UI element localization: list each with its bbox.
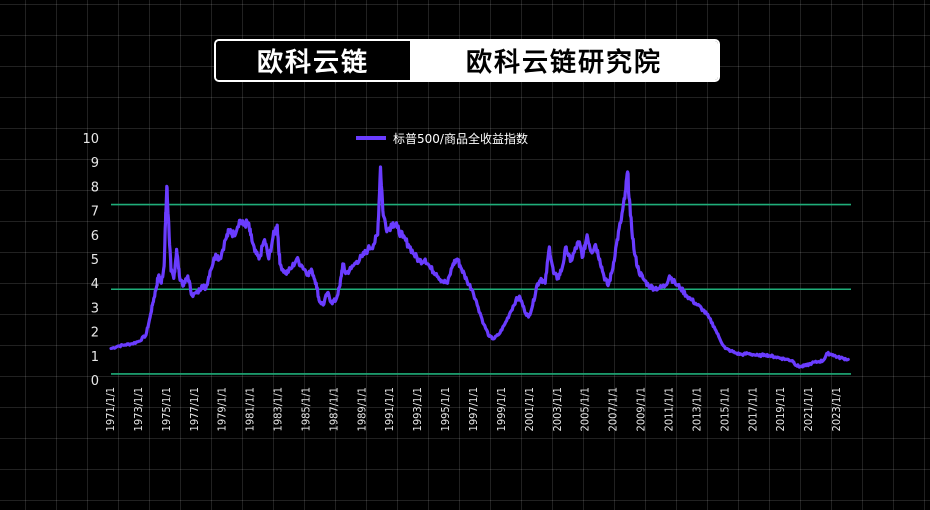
x-tick-label: 2009/1/1 [635,387,648,431]
x-tick-label: 2011/1/1 [662,387,675,431]
x-tick-label: 2015/1/1 [718,387,731,431]
y-tick-label: 9 [91,156,99,171]
x-tick-label: 1999/1/1 [495,387,508,431]
x-tick-label: 2023/1/1 [830,387,843,431]
x-tick-label: 2005/1/1 [579,387,592,431]
legend: 标普500/商品全收益指数 [356,131,528,146]
y-tick-label: 4 [91,277,99,292]
x-tick-label: 1991/1/1 [383,387,396,431]
legend-swatch [356,136,386,140]
x-tick-label: 1997/1/1 [467,387,480,431]
x-tick-label: 1979/1/1 [216,387,229,431]
x-tick-label: 1987/1/1 [327,387,340,431]
x-tick-label: 2017/1/1 [746,387,759,431]
institute-name: 欧科云链研究院 [410,41,718,80]
x-tick-label: 2021/1/1 [802,387,815,431]
y-tick-label: 1 [91,350,99,365]
x-tick-label: 2013/1/1 [690,387,703,431]
x-tick-label: 1995/1/1 [439,387,452,431]
x-tick-label: 1993/1/1 [411,387,424,431]
brand-name: 欧科云链 [216,41,410,80]
y-tick-label: 2 [91,326,99,341]
x-tick-label: 2007/1/1 [607,387,620,431]
x-tick-label: 1971/1/1 [104,387,117,431]
y-tick-label: 10 [82,132,99,147]
x-tick-label: 2003/1/1 [551,387,564,431]
x-tick-label: 1977/1/1 [188,387,201,431]
y-tick-label: 3 [91,301,99,316]
series-line [109,165,850,369]
x-tick-label: 1985/1/1 [299,387,312,431]
y-tick-label: 0 [91,374,99,389]
y-tick-label: 7 [91,205,99,220]
y-tick-label: 8 [91,180,99,195]
y-tick-label: 6 [91,229,99,244]
axes: 0 1 2 3 4 5 6 7 8 9 10 1971/1/1 1973/1/1 1975/1/1 1977… [82,132,843,431]
series-layer [109,165,850,369]
x-tick-label: 1983/1/1 [272,387,285,431]
x-tick-label: 2001/1/1 [523,387,536,431]
x-tick-label: 1973/1/1 [132,387,145,431]
x-tick-label: 1989/1/1 [355,387,368,431]
legend-label: 标普500/商品全收益指数 [393,131,528,146]
x-tick-label: 1981/1/1 [244,387,257,431]
reference-lines [111,203,851,375]
y-tick-label: 5 [91,253,99,268]
title-banner: 欧科云链 欧科云链研究院 [214,39,720,82]
x-tick-label: 1975/1/1 [160,387,173,431]
x-tick-label: 2019/1/1 [774,387,787,431]
